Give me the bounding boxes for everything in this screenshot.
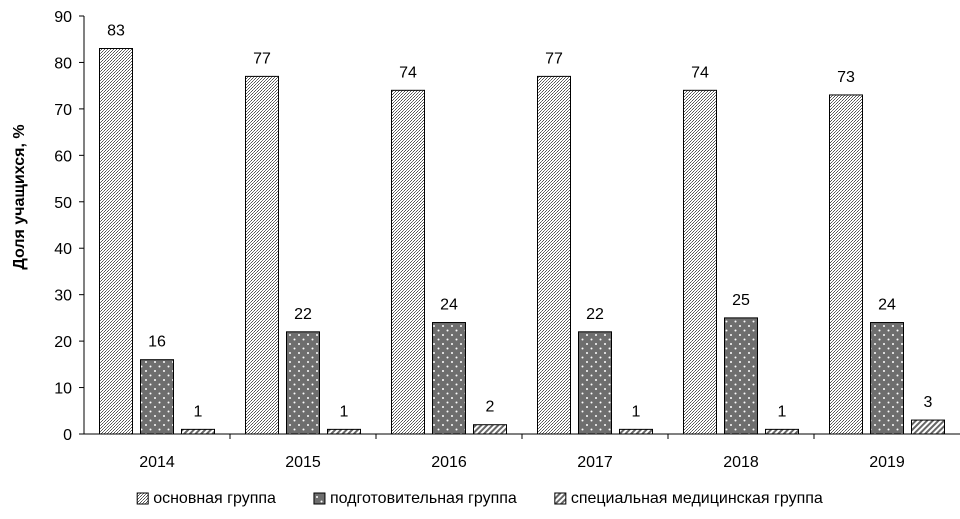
legend-swatch-diagonal [554,492,567,505]
bar-value-label: 77 [545,50,563,67]
bar-value-label: 3 [924,394,933,411]
bar-crosshatch [683,89,717,435]
bar-dots [140,359,174,435]
bar-value-label: 22 [586,306,604,323]
bar-value-label: 1 [632,403,641,420]
bar-diagonal [911,419,945,435]
bars [99,48,945,435]
x-tick-label: 2018 [723,454,759,471]
bar-diagonal [765,428,799,435]
legend-swatch-crosshatch [136,492,149,505]
bar-value-label: 24 [878,297,896,314]
bar-value-label: 1 [778,403,787,420]
bar-value-label: 77 [253,50,271,67]
legend-swatch-dots [313,492,326,505]
bar-value-label: 74 [691,64,709,81]
bar-dots [870,322,904,435]
legend-label: основная группа [153,490,276,507]
bar-diagonal [619,428,653,435]
x-tick-label: 2017 [577,454,613,471]
y-tick-label: 50 [54,195,72,212]
bar-value-label: 25 [732,292,750,309]
y-axis-title: Доля учащихся, % [11,124,28,269]
bar-value-label: 16 [148,334,166,351]
bar-diagonal [181,428,215,435]
bar-value-label: 1 [340,403,349,420]
y-tick-label: 60 [54,148,72,165]
bar-crosshatch [829,94,863,435]
legend-label: подготовительная группа [330,490,517,507]
bar-value-label: 24 [440,297,458,314]
bar-dots [578,331,612,435]
bar-value-label: 83 [107,23,125,40]
bar-value-label: 74 [399,64,417,81]
legend: основная группа подготовительная группа сп… [136,490,823,507]
x-tick-label: 2019 [869,454,905,471]
bar-crosshatch [99,48,133,435]
y-tick-label: 70 [54,102,72,119]
bar-dots [286,331,320,435]
axes: 0 10 20 30 40 50 60 70 80 90 2014 2015 2016 2017 2018 2… [54,9,960,471]
y-tick-label: 10 [54,381,72,398]
y-tick-label: 40 [54,241,72,258]
y-tick-label: 90 [54,9,72,26]
y-tick-label: 80 [54,55,72,72]
x-tick-label: 2016 [431,454,467,471]
bar-value-label: 73 [837,69,855,86]
bar-crosshatch [537,75,571,435]
bar-dots [724,317,758,435]
y-tick-label: 30 [54,288,72,305]
bar-value-label: 1 [194,403,203,420]
y-tick-label: 20 [54,334,72,351]
bar-diagonal [327,428,361,435]
y-tick-label: 0 [63,427,72,444]
bar-dots [432,322,466,435]
bar-diagonal [473,424,507,435]
data-labels: 83 16 1 77 22 1 74 24 2 77 22 1 74 25 1 73 24 3 [107,23,932,421]
bar-crosshatch [391,89,425,435]
bar-value-label: 2 [486,399,495,416]
bar-value-label: 22 [294,306,312,323]
legend-label: специальная медицинская группа [571,490,823,507]
x-tick-label: 2014 [139,454,175,471]
x-tick-label: 2015 [285,454,321,471]
bar-crosshatch [245,75,279,435]
